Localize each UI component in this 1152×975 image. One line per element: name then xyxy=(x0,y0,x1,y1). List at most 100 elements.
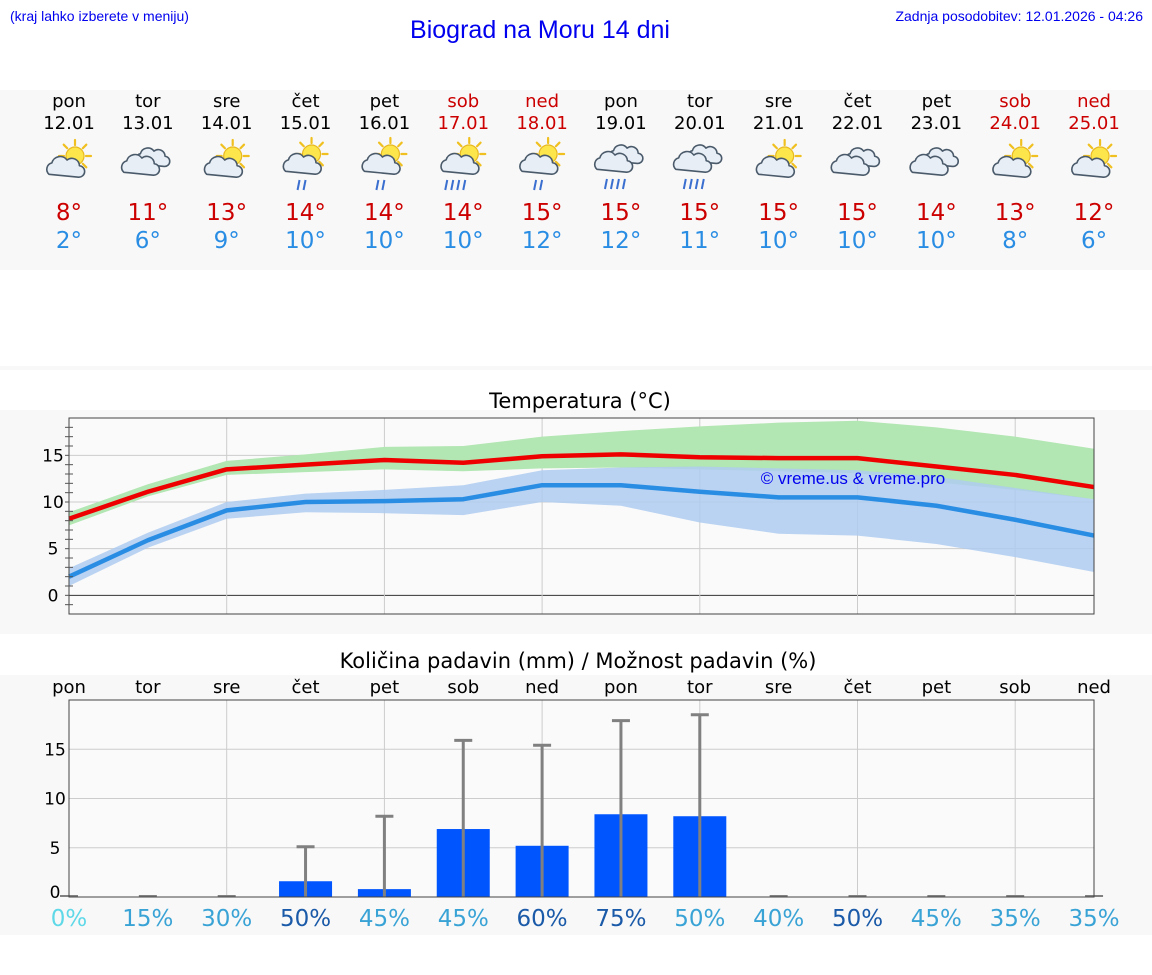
max-temp: 14° xyxy=(916,200,957,226)
day-name: sob xyxy=(999,91,1031,112)
precip-day-label: čet xyxy=(292,677,320,698)
precip-probability: 45% xyxy=(359,906,410,932)
precip-frame xyxy=(68,699,1095,898)
max-temp: 15° xyxy=(522,200,563,226)
day-name: čet xyxy=(843,91,871,112)
sun-cloud-icon xyxy=(46,138,93,178)
day-date: 13.01 xyxy=(122,113,174,134)
day-date: 20.01 xyxy=(674,113,726,134)
precip-day-label: pon xyxy=(604,677,638,698)
separator-band xyxy=(0,366,1152,370)
min-temp-line xyxy=(68,482,1095,579)
clouds-heavy-rain-icon xyxy=(672,144,723,190)
precip-probability: 50% xyxy=(280,906,331,932)
day-date: 21.01 xyxy=(753,113,805,134)
min-temp: 10° xyxy=(916,228,957,254)
min-temp: 6° xyxy=(1081,228,1107,254)
sun-cloud-icon xyxy=(1071,138,1118,178)
clouds-icon xyxy=(909,147,960,176)
precip-day-label: tor xyxy=(687,677,713,698)
max-temp-line xyxy=(68,452,1095,521)
day-date: 24.01 xyxy=(989,113,1041,134)
precip-day-label: sre xyxy=(213,677,240,698)
precip-probability: 15% xyxy=(122,906,173,932)
sun-cloud-rain-icon xyxy=(519,136,566,191)
temp-ytick-label: 5 xyxy=(48,540,59,560)
watermark: © vreme.us & vreme.pro xyxy=(761,469,945,488)
max-temp: 15° xyxy=(758,200,799,226)
day-name: pet xyxy=(370,91,400,112)
day-date: 17.01 xyxy=(437,113,489,134)
sun-cloud-icon xyxy=(203,138,250,178)
day-date: 25.01 xyxy=(1068,113,1120,134)
forecast-band xyxy=(0,90,1152,270)
precip-day-label: sob xyxy=(447,677,479,698)
day-date: 15.01 xyxy=(280,113,332,134)
precip-probability: 50% xyxy=(832,906,883,932)
max-temp: 14° xyxy=(285,200,326,226)
day-date: 23.01 xyxy=(911,113,963,134)
precip-probability: 75% xyxy=(595,906,646,932)
day-date: 19.01 xyxy=(595,113,647,134)
temp-ytick-label: 15 xyxy=(42,446,64,466)
precip-chart-title: Količina padavin (mm) / Možnost padavin … xyxy=(340,649,817,673)
precip-day-label: sob xyxy=(999,677,1031,698)
page-title: Biograd na Moru 14 dni xyxy=(410,16,670,44)
min-temp: 2° xyxy=(56,228,82,254)
max-temp: 8° xyxy=(56,200,82,226)
min-temp: 12° xyxy=(601,228,642,254)
sun-cloud-heavy-rain-icon xyxy=(440,136,487,191)
last-update: Zadnja posodobitev: 12.01.2026 - 04:26 xyxy=(895,8,1143,24)
precip-day-label: ned xyxy=(525,677,559,698)
min-temp: 6° xyxy=(135,228,161,254)
precip-probability: 60% xyxy=(517,906,568,932)
day-name: sre xyxy=(765,91,792,112)
sun-cloud-icon xyxy=(755,138,802,178)
max-temp: 15° xyxy=(601,200,642,226)
day-name: ned xyxy=(525,91,559,112)
max-temp: 11° xyxy=(127,200,168,226)
min-temp: 8° xyxy=(1002,228,1028,254)
max-temp: 14° xyxy=(364,200,405,226)
max-temp: 12° xyxy=(1074,200,1115,226)
day-name: tor xyxy=(135,91,161,112)
temp-ytick-label: 10 xyxy=(42,493,64,513)
menu-hint: (kraj lahko izberete v meniju) xyxy=(10,8,189,24)
precip-day-label: tor xyxy=(135,677,161,698)
precip-probability: 45% xyxy=(438,906,489,932)
precip-ytick-label: 15 xyxy=(44,740,66,760)
day-date: 22.01 xyxy=(832,113,884,134)
precip-ytick-label: 10 xyxy=(44,790,66,810)
day-name: pon xyxy=(604,91,638,112)
day-name: sre xyxy=(213,91,240,112)
min-temp: 10° xyxy=(285,228,326,254)
max-temp: 13° xyxy=(206,200,247,226)
min-temp: 10° xyxy=(837,228,878,254)
precip-probability: 45% xyxy=(911,906,962,932)
day-date: 16.01 xyxy=(359,113,411,134)
precip-day-label: pet xyxy=(922,677,952,698)
precip-day-label: pet xyxy=(370,677,400,698)
day-name: tor xyxy=(687,91,713,112)
precip-probability: 0% xyxy=(51,906,88,932)
precip-probability: 35% xyxy=(990,906,1041,932)
clouds-icon xyxy=(120,147,171,176)
precip-day-label: sre xyxy=(765,677,792,698)
max-temp: 14° xyxy=(443,200,484,226)
temp-ytick-label: 0 xyxy=(48,586,59,606)
day-date: 12.01 xyxy=(43,113,95,134)
max-temp: 13° xyxy=(995,200,1036,226)
precip-day-label: pon xyxy=(52,677,86,698)
min-temp: 10° xyxy=(443,228,484,254)
precip-probability: 40% xyxy=(753,906,804,932)
precip-ytick-label: 5 xyxy=(50,839,61,859)
max-temp: 15° xyxy=(837,200,878,226)
min-temp: 10° xyxy=(758,228,799,254)
sun-cloud-icon xyxy=(992,138,1039,178)
min-temp: 12° xyxy=(522,228,563,254)
max-range-band xyxy=(69,420,1095,526)
clouds-heavy-rain-icon xyxy=(593,144,644,190)
sun-cloud-rain-icon xyxy=(282,136,329,191)
sun-cloud-rain-icon xyxy=(361,136,408,191)
